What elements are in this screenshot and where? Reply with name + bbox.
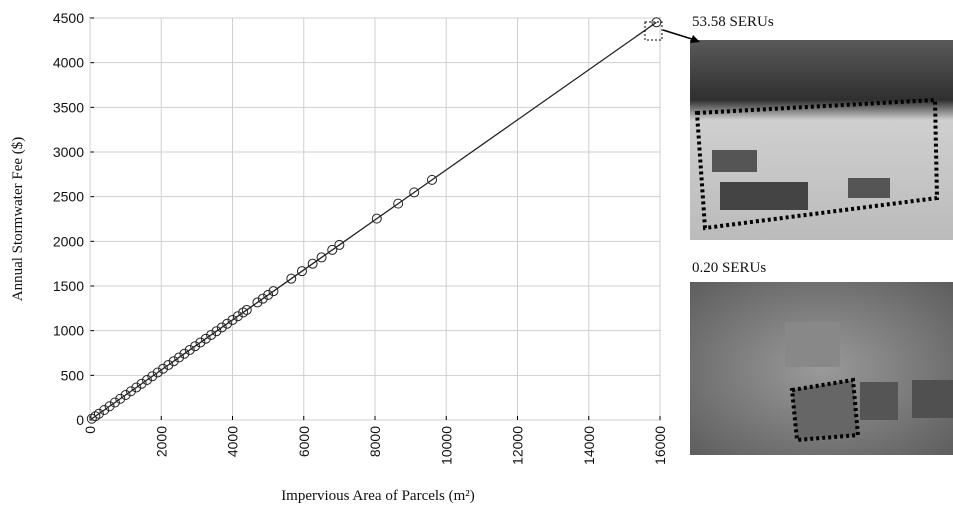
y-tick-label: 500 [61,367,85,383]
point [120,389,131,400]
x-tick-label: 0 [82,426,98,434]
y-tick-label: 1500 [53,278,84,294]
x-tick-label: 12000 [510,426,526,465]
point [222,318,233,329]
point [152,367,163,378]
x-tick-label: 14000 [581,426,597,465]
point [147,371,158,382]
arrowhead [690,35,700,43]
y-tick-label: 4000 [53,55,84,71]
arrow [662,29,696,41]
annotation: 53.58 SERUs [692,14,774,30]
zoom-box [644,21,663,41]
point [104,401,115,412]
point [393,198,404,209]
point [211,326,222,337]
point [316,252,327,263]
marks [86,17,662,424]
point [268,286,279,297]
y-tick-label: 4500 [53,10,84,26]
point [99,404,110,415]
point [86,413,97,424]
point [227,314,238,325]
point [307,258,318,269]
y-tick-label: 0 [76,412,84,428]
y-tick-label: 3000 [53,144,84,160]
point [174,352,185,363]
point [136,378,147,389]
x-tick-label: 8000 [367,426,383,457]
y-tick-label: 3500 [53,99,84,115]
point [93,408,104,419]
y-tick-label: 2500 [53,189,84,205]
point [109,397,120,408]
x-tick-label: 10000 [438,426,454,465]
point [163,359,174,370]
parcel-outline [789,377,861,443]
point [409,187,420,198]
building [912,380,953,418]
point [206,329,217,340]
x-axis-title: Impervious Area of Parcels (m²) [281,488,475,504]
point [241,304,252,315]
point [257,293,268,304]
x-tick-label: 2000 [153,426,169,457]
point [195,337,206,348]
point [158,363,169,374]
point [125,386,136,397]
annotation: 0.20 SERUs [692,260,766,276]
x-tick-label: 6000 [296,426,312,457]
y-tick-label: 2000 [53,233,84,249]
point [131,382,142,393]
point [651,17,662,28]
line [91,21,657,420]
building [860,382,898,420]
point [327,244,338,255]
parcel-outline [694,97,940,231]
y-axis-title: Annual Stormwater Fee ($) [10,137,26,302]
point [184,344,195,355]
point [286,273,297,284]
y-tick-label: 1000 [53,323,84,339]
building [848,178,890,198]
point [296,266,307,277]
point [115,393,126,404]
point [90,411,101,422]
point [200,333,211,344]
point [142,374,152,385]
point [168,356,179,367]
point [179,348,190,359]
point [334,239,345,250]
x-tick-label: 4000 [225,426,241,457]
point [238,307,249,318]
point [190,341,201,352]
point [427,174,437,185]
building [785,322,840,367]
x-tick-label: 16000 [652,426,668,465]
point [371,213,382,224]
point [263,289,274,300]
point [216,322,227,333]
point [252,297,263,308]
point [232,311,243,322]
building [720,182,808,210]
building [712,150,757,172]
grid: 0 500 1000 1500 2000 2500 3000 3500 4000 4500 0 200… [53,10,668,465]
